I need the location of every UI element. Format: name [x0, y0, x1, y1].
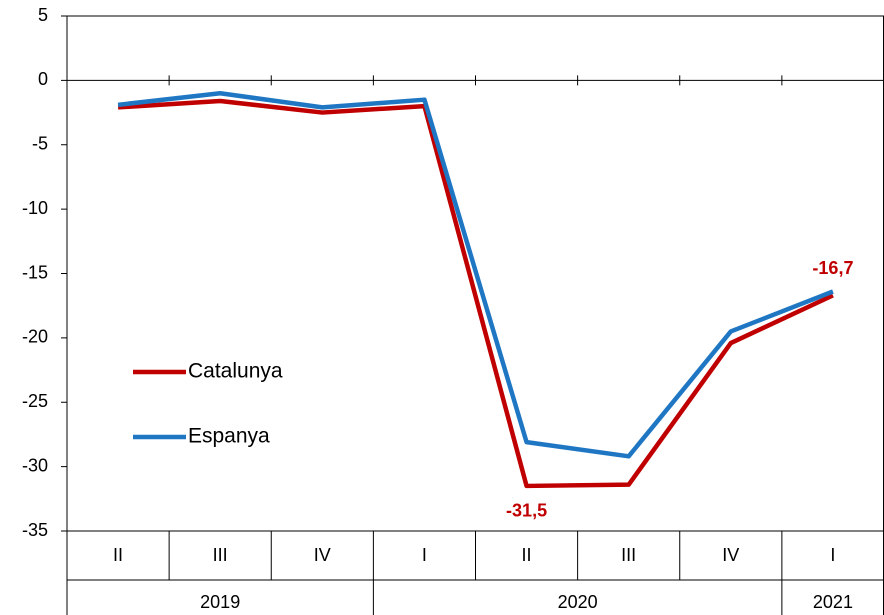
- x-tick-label: I: [830, 545, 835, 565]
- year-label: 2021: [813, 592, 853, 612]
- x-tick-label: IV: [314, 545, 331, 565]
- y-tick-label: -30: [22, 455, 48, 475]
- y-tick-label: 0: [38, 69, 48, 89]
- y-tick-label: -15: [22, 262, 48, 282]
- series-line: [117, 91, 834, 459]
- series-line: [117, 98, 834, 489]
- x-tick-label: II: [522, 545, 532, 565]
- year-label: 2020: [558, 592, 598, 612]
- x-tick-label: III: [213, 545, 228, 565]
- y-tick-label: -5: [32, 134, 48, 154]
- y-tick-label: -35: [22, 520, 48, 540]
- x-tick-label: I: [422, 545, 427, 565]
- data-label: -31,5: [506, 501, 547, 521]
- x-tick-label: IV: [722, 545, 739, 565]
- data-label: -16,7: [812, 258, 853, 278]
- year-label: 2019: [200, 592, 240, 612]
- y-tick-label: -20: [22, 327, 48, 347]
- legend-label: Espanya: [188, 425, 270, 448]
- y-tick-label: -10: [22, 198, 48, 218]
- y-tick-label: -25: [22, 391, 48, 411]
- legend-label: Catalunya: [188, 360, 283, 383]
- x-tick-label: II: [113, 545, 123, 565]
- x-tick-label: III: [621, 545, 636, 565]
- y-tick-label: 5: [38, 5, 48, 25]
